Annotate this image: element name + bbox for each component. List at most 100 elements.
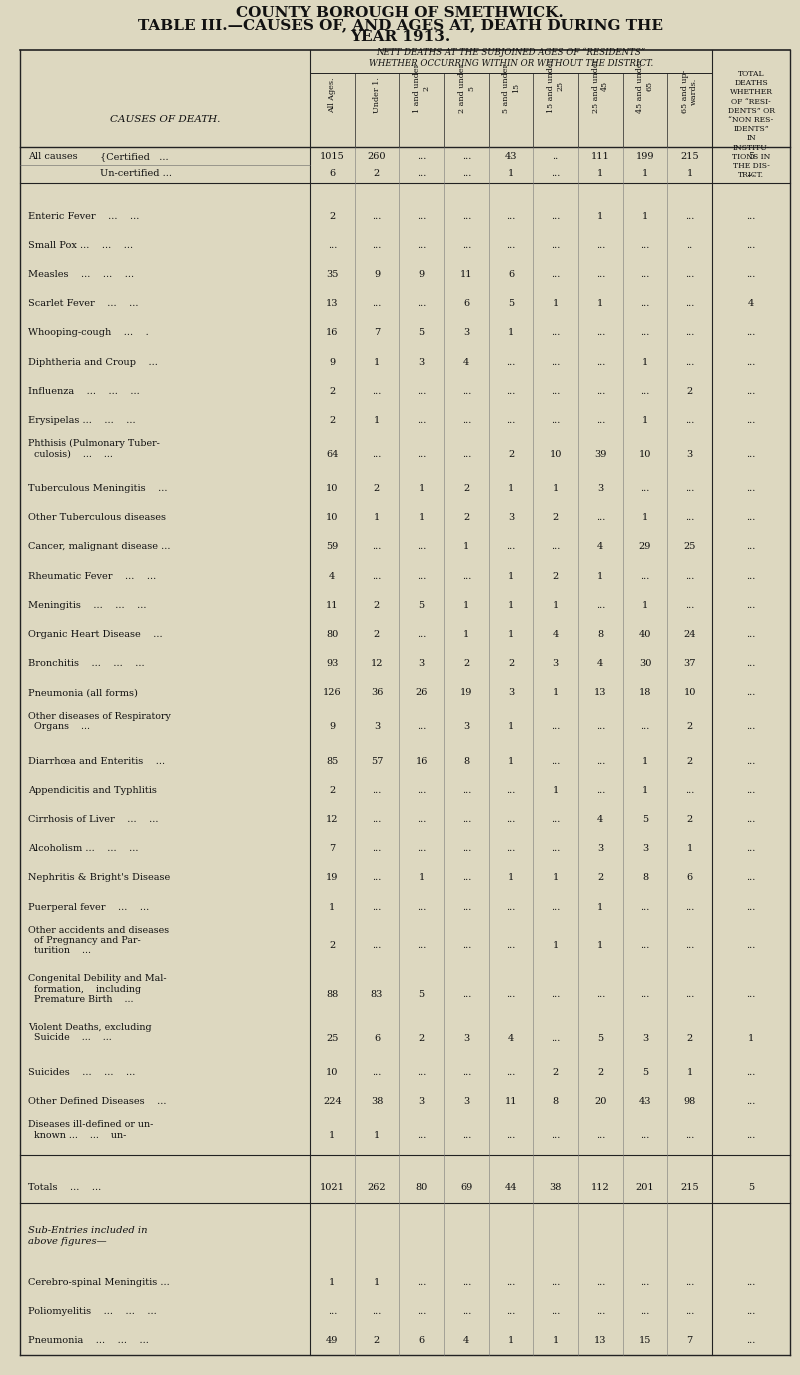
Text: ..: .. <box>553 153 558 161</box>
Text: ...: ... <box>506 212 516 220</box>
Text: ...: ... <box>596 417 605 425</box>
Text: ...: ... <box>685 270 694 279</box>
Text: Puerperal fever    ...    ...: Puerperal fever ... ... <box>28 902 150 912</box>
Text: ...: ... <box>506 1068 516 1077</box>
Text: TABLE III.—CAUSES OF, AND AGES AT, DEATH DURING THE: TABLE III.—CAUSES OF, AND AGES AT, DEATH… <box>138 18 662 32</box>
Text: 199: 199 <box>636 153 654 161</box>
Text: ...: ... <box>596 513 605 522</box>
Text: 224: 224 <box>323 1097 342 1106</box>
Text: ...: ... <box>640 990 650 1000</box>
Text: ...: ... <box>417 815 426 824</box>
Text: 1: 1 <box>598 942 603 950</box>
Text: Congenital Debility and Mal-
  formation,    including
  Premature Birth    ...: Congenital Debility and Mal- formation, … <box>28 975 166 1004</box>
Text: 1: 1 <box>553 300 558 308</box>
Text: 3: 3 <box>463 329 470 337</box>
Text: Influenza    ...    ...    ...: Influenza ... ... ... <box>28 386 140 396</box>
Text: ...: ... <box>596 329 605 337</box>
Text: ...: ... <box>462 990 471 1000</box>
Text: 2: 2 <box>374 630 380 639</box>
Text: 2: 2 <box>374 601 380 610</box>
Text: ...: ... <box>462 169 471 177</box>
Text: 2: 2 <box>553 513 558 522</box>
Text: 1: 1 <box>686 844 693 852</box>
Text: 45 and under
65: 45 and under 65 <box>637 59 654 113</box>
Text: ...: ... <box>417 386 426 396</box>
Text: 2: 2 <box>330 785 335 795</box>
Text: NETT DEATHS AT THE SUBJOINED AGES OF “RESIDENTS”
WHETHER OCCURRING WITHIN OR WIT: NETT DEATHS AT THE SUBJOINED AGES OF “RE… <box>369 48 653 67</box>
Text: 201: 201 <box>636 1184 654 1192</box>
Text: ...: ... <box>506 902 516 912</box>
Text: 1: 1 <box>642 169 648 177</box>
Text: 8: 8 <box>642 873 648 883</box>
Text: ...: ... <box>685 212 694 220</box>
Text: ...: ... <box>640 1132 650 1140</box>
Text: 20: 20 <box>594 1097 606 1106</box>
Text: Totals    ...    ...: Totals ... ... <box>28 1184 102 1192</box>
Text: COUNTY BOROUGH OF SMETHWICK.: COUNTY BOROUGH OF SMETHWICK. <box>236 6 564 21</box>
Text: 8: 8 <box>463 756 470 766</box>
Text: 49: 49 <box>326 1336 338 1345</box>
Text: ...: ... <box>417 1068 426 1077</box>
Text: 4: 4 <box>598 659 603 668</box>
Text: 38: 38 <box>550 1184 562 1192</box>
Text: ...: ... <box>462 572 471 580</box>
Text: ...: ... <box>685 513 694 522</box>
Text: Sub-Entries included in
above figures—: Sub-Entries included in above figures— <box>28 1226 148 1246</box>
Text: ...: ... <box>746 902 756 912</box>
Text: ...: ... <box>417 450 426 459</box>
Text: ...: ... <box>640 1277 650 1287</box>
Text: 1: 1 <box>330 1277 335 1287</box>
Text: 12: 12 <box>326 815 338 824</box>
Text: ...: ... <box>372 844 382 852</box>
Text: ...: ... <box>551 358 560 367</box>
Text: ...: ... <box>746 329 756 337</box>
Text: ...: ... <box>746 358 756 367</box>
Text: 1: 1 <box>463 601 470 610</box>
Text: ...: ... <box>596 241 605 250</box>
Text: 3: 3 <box>642 1034 648 1042</box>
Text: All causes: All causes <box>28 153 78 161</box>
Text: ...: ... <box>462 815 471 824</box>
Text: 1: 1 <box>508 572 514 580</box>
Text: 5: 5 <box>748 153 754 161</box>
Text: 1: 1 <box>553 942 558 950</box>
Text: 2: 2 <box>686 756 693 766</box>
Text: 5: 5 <box>418 329 425 337</box>
Text: 1: 1 <box>508 169 514 177</box>
Text: 1: 1 <box>642 212 648 220</box>
Text: ...: ... <box>596 1306 605 1316</box>
Text: Diseases ill-defined or un-
  known ...    ...    un-: Diseases ill-defined or un- known ... ..… <box>28 1121 154 1140</box>
Text: 5: 5 <box>418 601 425 610</box>
Text: 3: 3 <box>598 844 603 852</box>
Text: 2: 2 <box>330 942 335 950</box>
Text: 1015: 1015 <box>320 153 345 161</box>
Text: ...: ... <box>372 942 382 950</box>
Text: 24: 24 <box>683 630 696 639</box>
Text: 7: 7 <box>686 1336 693 1345</box>
Text: ...: ... <box>746 659 756 668</box>
Text: 1: 1 <box>642 513 648 522</box>
Text: 80: 80 <box>326 630 338 639</box>
Text: ...: ... <box>685 942 694 950</box>
Text: ...: ... <box>551 756 560 766</box>
Text: Cirrhosis of Liver    ...    ...: Cirrhosis of Liver ... ... <box>28 815 158 824</box>
Text: ...: ... <box>462 1068 471 1077</box>
Text: ...: ... <box>372 386 382 396</box>
Text: 1: 1 <box>508 1336 514 1345</box>
Text: 16: 16 <box>415 756 428 766</box>
Text: ...: ... <box>551 722 560 732</box>
Text: 59: 59 <box>326 543 338 551</box>
Text: ...: ... <box>746 1068 756 1077</box>
Text: 80: 80 <box>415 1184 428 1192</box>
Text: 64: 64 <box>326 450 338 459</box>
Text: 38: 38 <box>371 1097 383 1106</box>
Text: 8: 8 <box>598 630 603 639</box>
Text: Measles    ...    ...    ...: Measles ... ... ... <box>28 270 134 279</box>
Text: ...: ... <box>372 241 382 250</box>
Text: YEAR 1913.: YEAR 1913. <box>350 30 450 44</box>
Text: 1: 1 <box>508 484 514 494</box>
Text: ...: ... <box>551 1034 560 1042</box>
Text: ...: ... <box>417 902 426 912</box>
Text: 2: 2 <box>553 572 558 580</box>
Text: ...: ... <box>551 169 560 177</box>
